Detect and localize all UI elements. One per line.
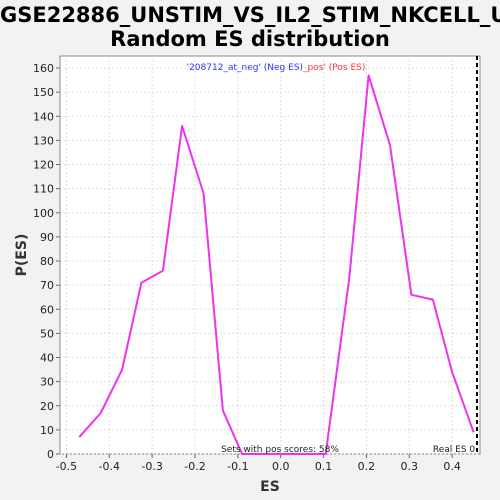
x-tick-label: 0.3 bbox=[401, 460, 419, 473]
plot-area bbox=[60, 56, 480, 454]
y-tick-label: 160 bbox=[33, 62, 54, 75]
y-tick-label: 150 bbox=[33, 86, 54, 99]
x-axis-ticks: -0.5 -0.4 -0.3 -0.2 -0.1 0.0 0.1 0.2 0.3 0.4 bbox=[56, 454, 461, 473]
y-tick-label: 0 bbox=[47, 448, 54, 461]
x-tick-label: -0.1 bbox=[227, 460, 248, 473]
y-tick-label: 100 bbox=[33, 207, 54, 220]
y-tick-label: 120 bbox=[33, 159, 54, 172]
x-tick-label: 0.2 bbox=[358, 460, 376, 473]
y-tick-label: 50 bbox=[40, 327, 54, 340]
y-tick-label: 110 bbox=[33, 183, 54, 196]
y-tick-label: 20 bbox=[40, 400, 54, 413]
y-axis-ticks: 0 10 20 30 40 50 60 70 80 90 100 110 120 130 140 150 160 bbox=[33, 62, 60, 461]
y-tick-label: 30 bbox=[40, 376, 54, 389]
legend-neg-label: '208712_at_neg' (Neg ES) bbox=[187, 63, 303, 73]
y-tick-label: 130 bbox=[33, 134, 54, 147]
y-tick-label: 140 bbox=[33, 110, 54, 123]
legend: '208712_at_neg' (Neg ES)_pos' (Pos ES) bbox=[187, 63, 366, 73]
y-tick-label: 10 bbox=[40, 424, 54, 437]
x-tick-label: -0.3 bbox=[141, 460, 162, 473]
y-tick-label: 70 bbox=[40, 279, 54, 292]
x-tick-label: -0.5 bbox=[56, 460, 77, 473]
x-tick-label: 0.1 bbox=[315, 460, 333, 473]
legend-pos-label: _pos' (Pos ES) bbox=[302, 63, 365, 73]
pos-scores-annotation: Sets with pos scores: 58% bbox=[221, 445, 339, 455]
x-tick-label: -0.4 bbox=[99, 460, 120, 473]
x-tick-label: 0.0 bbox=[272, 460, 290, 473]
y-tick-label: 90 bbox=[40, 231, 54, 244]
x-tick-label: -0.2 bbox=[184, 460, 205, 473]
x-tick-label: 0.4 bbox=[443, 460, 461, 473]
y-tick-label: 60 bbox=[40, 303, 54, 316]
real-es-label: Real ES 0. bbox=[433, 445, 478, 455]
x-axis-label: ES bbox=[260, 479, 280, 495]
y-tick-label: 80 bbox=[40, 255, 54, 268]
y-axis-label: P(ES) bbox=[14, 234, 30, 277]
y-tick-label: 40 bbox=[40, 352, 54, 365]
